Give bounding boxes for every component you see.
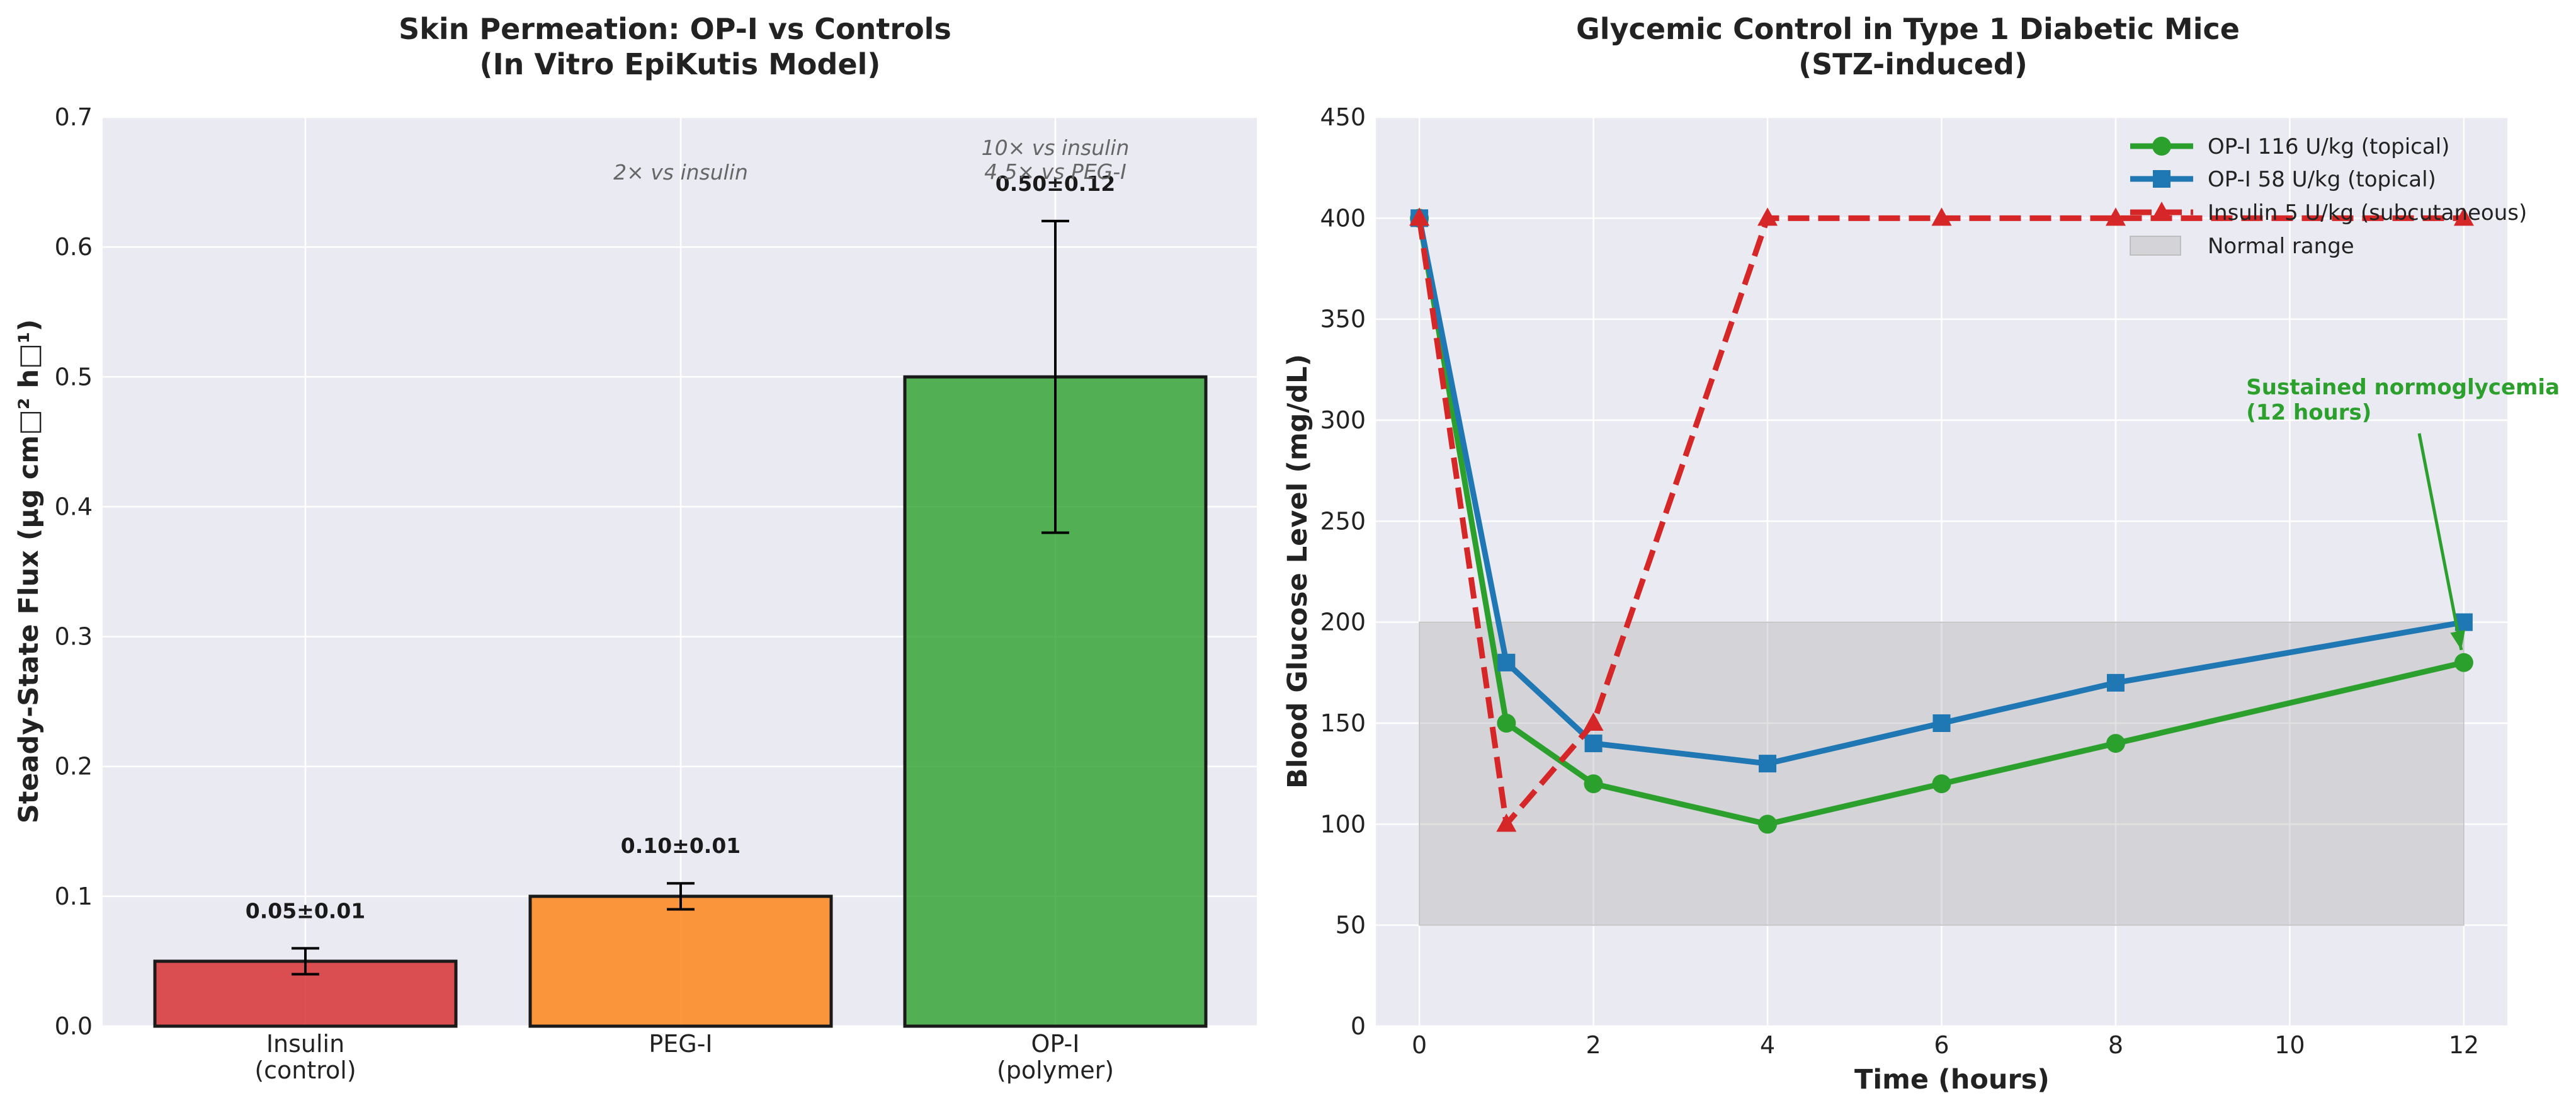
bar-annotation-1-line-1: 10× vs insulin bbox=[982, 135, 1130, 160]
line-x-ticks: 0 2 4 6 8 10 12 bbox=[1412, 1031, 2479, 1059]
bar-chart-panel: Skin Permeation: OP-I vs Controls (In Vi… bbox=[13, 12, 1257, 1084]
legend-range-swatch bbox=[2130, 236, 2181, 256]
line-x-tick-label: 10 bbox=[2274, 1031, 2305, 1059]
annotation-text-line-1: Sustained normoglycemia bbox=[2246, 375, 2560, 400]
legend-marker-0 bbox=[2152, 137, 2171, 156]
series-2-point bbox=[1409, 207, 1430, 226]
bar-x-tick-label-0-line-1: Insulin bbox=[266, 1030, 344, 1058]
normal-range-band bbox=[1419, 621, 2465, 926]
bar-error-bars bbox=[292, 219, 1069, 976]
bar-y-tick-label: 0.0 bbox=[55, 1012, 93, 1040]
bar-annotation-0: 2× vs insulin bbox=[613, 160, 748, 185]
bar-y-ticks: 0.0 0.1 0.2 0.3 0.4 0.5 0.6 0.7 bbox=[55, 103, 93, 1040]
series-0-point bbox=[1584, 774, 1603, 794]
line-x-tick-label: 8 bbox=[2108, 1031, 2123, 1059]
series-0-point bbox=[2106, 734, 2125, 753]
line-chart-panel: Glycemic Control in Type 1 Diabetic Mice… bbox=[1282, 12, 2560, 1095]
line-legend: OP-I 116 U/kg (topical) OP-I 58 U/kg (top… bbox=[2130, 134, 2527, 259]
line-chart-title-line-1: Glycemic Control in Type 1 Diabetic Mice bbox=[1576, 12, 2240, 46]
bar-value-label-0: 0.05±0.01 bbox=[246, 898, 366, 923]
legend-marker-2 bbox=[2152, 202, 2172, 220]
line-y-ticks: 0 50 100 150 200 250 300 350 400 450 bbox=[1320, 103, 1366, 1040]
line-x-tick-label: 4 bbox=[1760, 1031, 1775, 1059]
legend-label-normal-range: Normal range bbox=[2208, 234, 2354, 259]
series-0-point bbox=[2454, 653, 2473, 672]
bar-y-tick-label: 0.4 bbox=[55, 493, 93, 520]
bar-x-tick-label-2-line-2: (polymer) bbox=[997, 1056, 1114, 1084]
line-y-tick-label: 0 bbox=[1351, 1012, 1366, 1040]
series-0-point bbox=[1932, 774, 1951, 794]
bar-chart-title-line-2: (In Vitro EpiKutis Model) bbox=[480, 47, 881, 81]
normal-range-rect bbox=[1419, 621, 2465, 926]
line-x-tick-label: 6 bbox=[1934, 1031, 1949, 1059]
bar-annotation-0-line-1: 2× vs insulin bbox=[613, 160, 748, 185]
line-y-tick-label: 200 bbox=[1320, 609, 1366, 636]
legend-label-1: OP-I 58 U/kg (topical) bbox=[2208, 167, 2436, 192]
bar-x-tick-label-1-line-1: PEG-I bbox=[649, 1030, 712, 1058]
line-x-tick-label: 0 bbox=[1412, 1031, 1427, 1059]
series-2 bbox=[1409, 207, 2474, 832]
legend-marker-1 bbox=[2153, 170, 2170, 188]
series-2-point bbox=[1931, 207, 1952, 226]
line-y-tick-label: 100 bbox=[1320, 810, 1366, 838]
series-1-point bbox=[1584, 735, 1603, 753]
bar-y-tick-label: 0.6 bbox=[55, 233, 93, 261]
bar-y-tick-label: 0.3 bbox=[55, 623, 93, 651]
bar-x-tick-label-2: OP-I (polymer) bbox=[997, 1030, 1114, 1084]
line-y-tick-label: 400 bbox=[1320, 204, 1366, 232]
legend-label-0: OP-I 116 U/kg (topical) bbox=[2208, 134, 2449, 159]
bar-annotations: 2× vs insulin 10× vs insulin 4.5× vs PEG-I bbox=[613, 135, 1129, 185]
line-y-tick-label: 250 bbox=[1320, 507, 1366, 535]
series-0-point bbox=[1758, 815, 1778, 834]
line-y-tick-label: 300 bbox=[1320, 406, 1366, 434]
series-1-point bbox=[1932, 714, 1951, 732]
bar-annotation-1-line-2: 4.5× vs PEG-I bbox=[984, 159, 1126, 184]
bar-chart-title: Skin Permeation: OP-I vs Controls (In Vi… bbox=[399, 12, 962, 81]
series-2-point bbox=[2105, 207, 2126, 226]
line-y-axis-label: Blood Glucose Level (mg/dL) bbox=[1282, 354, 1314, 789]
bar-1 bbox=[528, 895, 833, 1028]
annotation-text-line-2: (12 hours) bbox=[2246, 400, 2371, 425]
line-x-tick-label: 12 bbox=[2449, 1031, 2479, 1059]
series-2-point bbox=[1757, 207, 1778, 226]
bar-chart-title-line-1: Skin Permeation: OP-I vs Controls bbox=[399, 12, 951, 46]
bar-y-tick-label: 0.1 bbox=[55, 883, 93, 910]
annotation-text: Sustained normoglycemia (12 hours) bbox=[2246, 375, 2560, 425]
normoglycemia-annotation: Sustained normoglycemia (12 hours) bbox=[2246, 375, 2560, 651]
bar-x-tick-label-0: Insulin (control) bbox=[254, 1030, 356, 1084]
line-y-tick-label: 350 bbox=[1320, 306, 1366, 333]
series-1-point bbox=[2106, 673, 2125, 692]
series-2-point bbox=[2453, 207, 2474, 226]
line-chart-title-line-2: (STZ-induced) bbox=[1798, 47, 2028, 81]
line-y-tick-label: 150 bbox=[1320, 709, 1366, 737]
bar-value-label-2: 0.50±0.12 bbox=[996, 171, 1116, 196]
bar-x-tick-label-0-line-2: (control) bbox=[254, 1056, 356, 1084]
series-1-point bbox=[1759, 755, 1777, 773]
bar-y-tick-label: 0.5 bbox=[55, 363, 93, 391]
bar-x-tick-label-1: PEG-I bbox=[649, 1030, 712, 1058]
line-chart-title: Glycemic Control in Type 1 Diabetic Mice… bbox=[1576, 12, 2250, 81]
annotation-arrow-line bbox=[2417, 433, 2463, 651]
bar-value-label-1: 0.10±0.01 bbox=[621, 833, 741, 858]
legend-label-2: Insulin 5 U/kg (subcutaneous) bbox=[2208, 200, 2527, 226]
line-x-tick-label: 2 bbox=[1586, 1031, 1601, 1059]
line-series bbox=[1409, 207, 2474, 834]
bar-y-axis-label: Steady-State Flux (μg cm□² h□¹) bbox=[13, 319, 45, 824]
bar-annotation-1: 10× vs insulin 4.5× vs PEG-I bbox=[982, 135, 1130, 184]
line-x-axis-label: Time (hours) bbox=[1854, 1064, 2050, 1095]
series-0-point bbox=[1497, 714, 1516, 733]
bar-x-tick-label-2-line-1: OP-I bbox=[1031, 1030, 1080, 1058]
bar-y-tick-label: 0.7 bbox=[55, 103, 93, 131]
series-2-point bbox=[1583, 712, 1604, 731]
bar-y-tick-label: 0.2 bbox=[55, 753, 93, 780]
series-2-point bbox=[1496, 813, 1517, 832]
bar-value-labels: 0.05±0.01 0.10±0.01 0.50±0.12 bbox=[246, 171, 1116, 923]
line-y-tick-label: 50 bbox=[1336, 912, 1366, 939]
series-1-point bbox=[1497, 653, 1516, 672]
annotation-arrow-head bbox=[2450, 630, 2465, 650]
line-y-tick-label: 450 bbox=[1320, 103, 1366, 131]
bar-x-ticks: Insulin (control) PEG-I OP-I (polymer) bbox=[254, 1030, 1114, 1084]
